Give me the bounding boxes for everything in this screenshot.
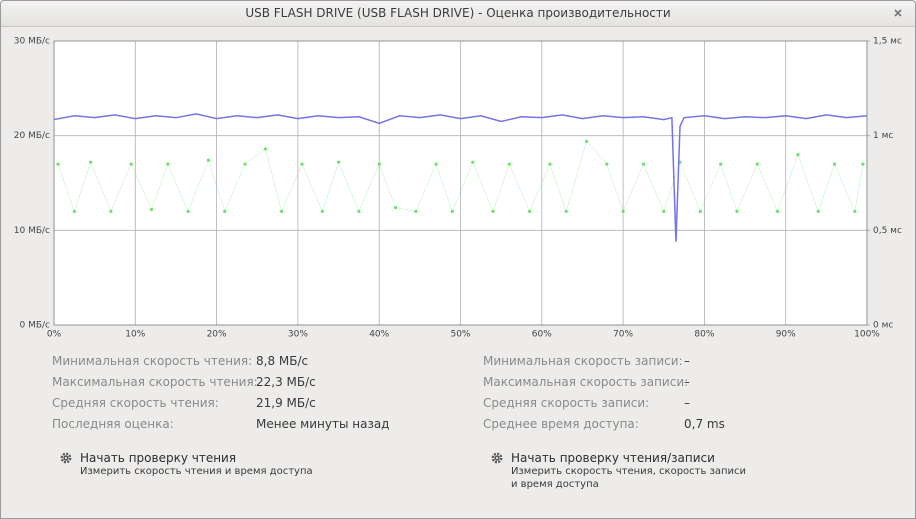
plot-border [53,40,868,326]
access-time-point [357,209,361,213]
access-time-point [206,158,211,162]
y-tick-label: 30 МБ/с [14,37,50,47]
stat-value: 8,8 МБ/с [256,354,309,368]
access-time-point [56,162,60,166]
chart: 0% 10% 20% 30% 40% 50% 60% 70% 80% 90% 100% 0 МБ/с 1… [14,37,902,340]
stat-label: Последняя оценка: [52,417,174,431]
access-time-point [698,209,702,213]
stat-value: 0,7 ms [684,417,725,431]
stat-value: – [684,354,690,368]
access-time-point [243,162,247,166]
stat-value: 21,9 МБ/с [256,396,316,410]
stat-label: Максимальная скорость чтения: [52,375,258,389]
y-tick-label: 20 МБ/с [14,131,50,141]
x-tick-label: 50% [450,330,470,340]
access-time-point [88,160,93,164]
access-time-point [186,209,190,213]
access-time-point [434,162,438,166]
action-button[interactable]: Начать проверку чтения Измерить скорость … [60,451,320,478]
access-time-point [564,209,568,213]
x-tick-label: 90% [776,330,796,340]
stat-label: Средняя скорость чтения: [52,396,219,410]
access-time-point [796,153,800,157]
y2-tick-label: 1 мс [873,131,893,141]
x-tick-label: 80% [694,330,714,340]
access-time-point [393,206,398,210]
action-description: Измерить скорость чтения и время доступа [80,466,313,477]
access-time-point [621,209,625,213]
access-time-point [336,160,341,164]
stat-value: – [684,396,690,410]
window-title: USB FLASH DRIVE (USB FLASH DRIVE) - Оцен… [245,6,671,20]
title-bar: USB FLASH DRIVE (USB FLASH DRIVE) - Оцен… [1,1,915,27]
stat-label: Средняя скорость записи: [483,396,650,410]
access-time-point [149,207,154,212]
x-tick-label: 10% [125,330,145,340]
access-time-point [605,162,609,166]
y2-tick-label: 1,5 мс [873,37,902,47]
access-time-point [735,209,739,213]
access-time-point [507,162,511,166]
access-time-point [548,162,552,166]
stat-label: Минимальная скорость записи: [483,354,683,368]
y-tick-label: 10 МБ/с [14,226,50,236]
x-tick-label: 20% [207,330,227,340]
x-tick-label: 70% [613,330,633,340]
stat-value: – [684,375,690,389]
action-button[interactable]: Начать проверку чтения/записи Измерить ск… [491,451,751,491]
access-time-point [109,209,113,213]
access-time-point [491,209,495,213]
access-time-point [320,209,324,213]
access-time-point [719,162,723,166]
action-title: Начать проверку чтения [80,451,237,465]
access-time-point [528,209,532,213]
access-time-point [662,209,666,213]
access-time-point [584,139,589,143]
access-time-point [166,162,170,166]
stat-value: Менее минуты назад [256,417,390,431]
y2-tick-label: 0 мс [873,321,893,331]
gear-icon [60,452,72,464]
access-time-point [755,162,759,166]
access-time-point [641,162,646,166]
access-time-point [816,209,820,213]
x-tick-label: 30% [288,330,308,340]
access-time-point [775,209,780,213]
access-time-point [223,209,227,213]
access-time-point [414,209,418,213]
x-tick-label: 40% [369,330,389,340]
access-time-point [832,162,837,166]
stat-label: Среднее время доступа: [483,417,639,431]
x-tick-label: 100% [854,330,880,340]
access-time-point [861,162,865,166]
close-button[interactable] [893,8,903,18]
stat-value: 22,3 МБ/с [256,375,316,389]
access-time-point [300,162,304,166]
stat-label: Максимальная скорость записи: [483,375,689,389]
y2-tick-label: 0,5 мс [873,226,902,236]
access-time-point [280,209,284,213]
x-tick-label: 60% [532,330,552,340]
x-tick-label: 0% [47,330,62,340]
access-time-point [471,160,475,164]
action-description: Измерить скорость чтения, скорость запис… [511,466,747,490]
access-time-trace [57,140,864,213]
access-time-point [129,162,133,166]
access-time-point [72,209,76,213]
y-tick-label: 0 МБ/с [19,321,50,331]
access-time-point [853,209,857,213]
action-title: Начать проверку чтения/записи [511,451,715,465]
read-rate-line [53,113,868,242]
access-time-point [263,147,267,151]
access-time-point [377,162,381,166]
stat-label: Минимальная скорость чтения: [52,354,253,368]
gear-icon [491,452,503,464]
access-time-point [450,209,454,213]
